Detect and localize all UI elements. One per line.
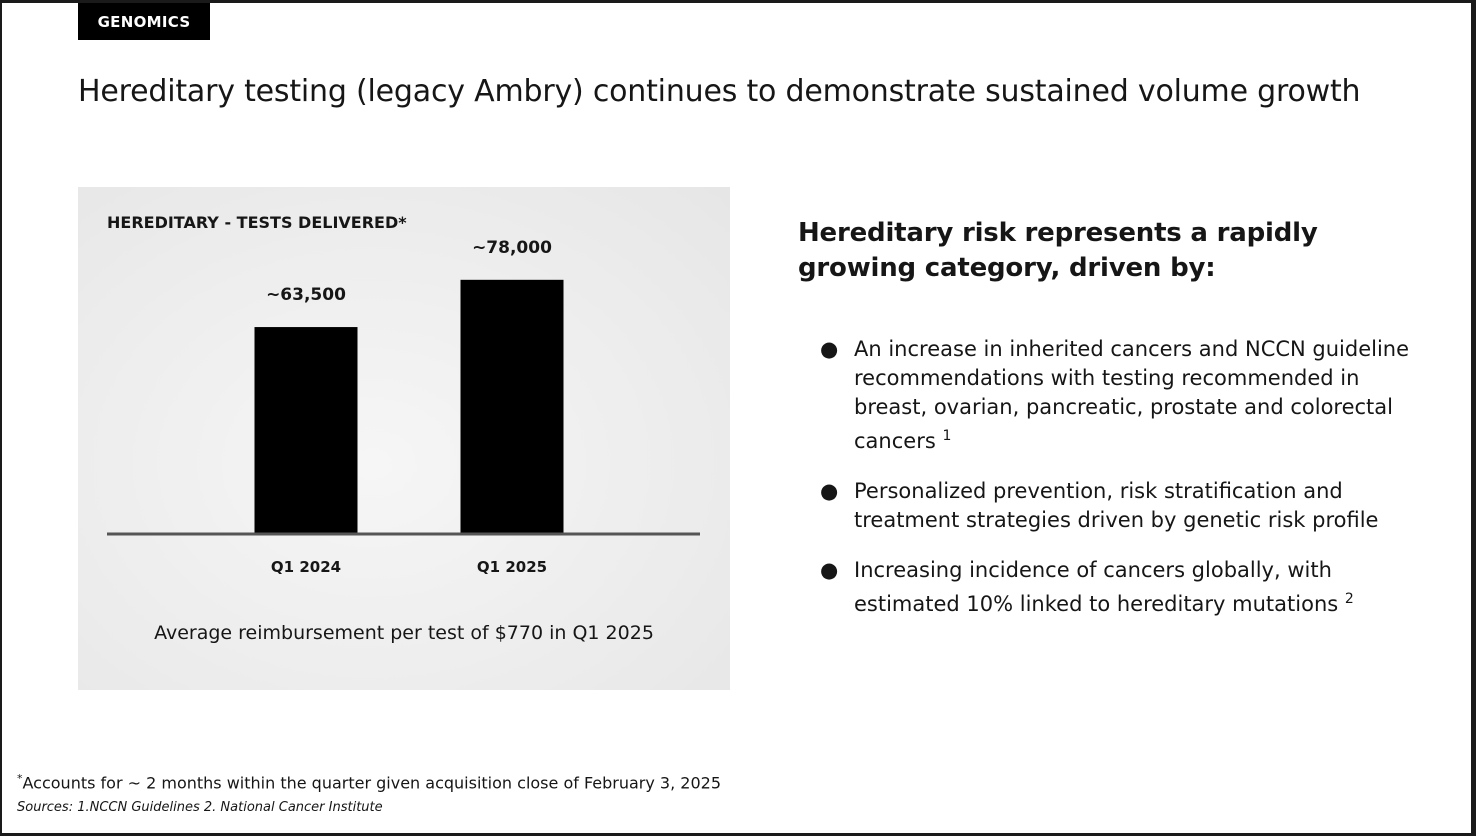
list-item: ● Increasing incidence of cancers global…: [820, 556, 1420, 619]
tick-label: Q1 2024: [271, 558, 341, 576]
bullet-dot-icon: ●: [820, 558, 839, 582]
drivers-list: ● An increase in inherited cancers and N…: [820, 335, 1420, 640]
section-tag: GENOMICS: [78, 3, 210, 40]
list-item: ● An increase in inherited cancers and N…: [820, 335, 1420, 456]
bar: [254, 327, 358, 534]
data-label: ~78,000: [472, 238, 552, 258]
list-item: ● Personalized prevention, risk stratifi…: [820, 477, 1420, 535]
chart-title: HEREDITARY - TESTS DELIVERED*: [107, 213, 407, 232]
chart-caption: Average reimbursement per test of $770 i…: [154, 622, 654, 644]
footnote-ref: 1: [942, 428, 952, 444]
slide-title: Hereditary testing (legacy Ambry) contin…: [78, 74, 1361, 109]
chart-panel: HEREDITARY - TESTS DELIVERED* ~63,500 Q1 …: [78, 187, 730, 690]
bar-chart: ~63,500 Q1 2024 ~78,000 Q1 2025: [107, 238, 700, 576]
tick-label: Q1 2025: [477, 558, 547, 576]
footnote-marker: *: [17, 772, 23, 785]
footnote-text: Accounts for ~ 2 months within the quart…: [22, 773, 722, 793]
bullet-dot-icon: ●: [820, 479, 839, 503]
bullet-text: Personalized prevention, risk stratifica…: [854, 479, 1379, 532]
bar: [460, 279, 564, 534]
data-label: ~63,500: [266, 285, 346, 305]
footnote-ref: 2: [1344, 591, 1354, 607]
sources-line: Sources: 1.NCCN Guidelines 2. National C…: [17, 800, 383, 815]
footnote: *Accounts for ~ 2 months within the quar…: [17, 772, 721, 792]
bullet-text: Increasing incidence of cancers globally…: [854, 558, 1339, 616]
drivers-heading: Hereditary risk represents a rapidly gro…: [798, 218, 1318, 283]
bullet-text: An increase in inherited cancers and NCC…: [854, 337, 1410, 453]
bullet-dot-icon: ●: [820, 337, 839, 361]
